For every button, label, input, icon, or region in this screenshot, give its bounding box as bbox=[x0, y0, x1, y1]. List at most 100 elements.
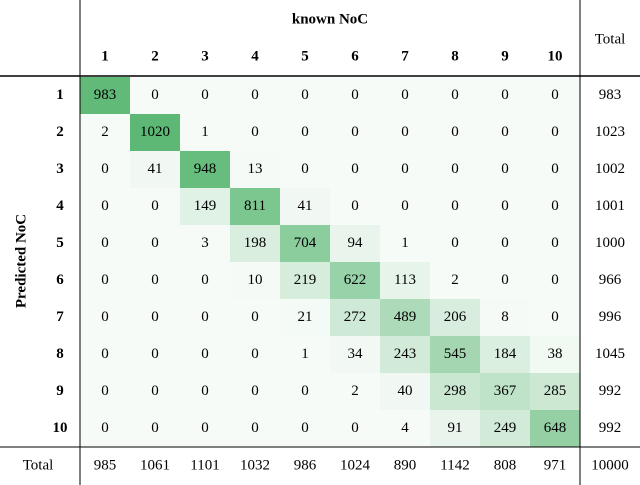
cell-value: 0 bbox=[501, 87, 509, 103]
cell-value: 0 bbox=[201, 87, 209, 103]
cell-value: 0 bbox=[551, 272, 559, 288]
cell-shade bbox=[230, 114, 280, 151]
cell-shade bbox=[330, 262, 380, 299]
cell-shade bbox=[380, 336, 430, 373]
column-axis-title: known NoC bbox=[292, 11, 368, 27]
cell-shade bbox=[80, 262, 130, 299]
cell-value: 0 bbox=[301, 161, 309, 177]
row-total: 1001 bbox=[595, 198, 625, 214]
cell-shade bbox=[380, 114, 430, 151]
row-label: 8 bbox=[56, 346, 64, 362]
cell-value: 4 bbox=[401, 420, 409, 436]
cell-shade bbox=[480, 188, 530, 225]
cell-value: 0 bbox=[551, 198, 559, 214]
cell-shade bbox=[280, 188, 330, 225]
cell-shade bbox=[330, 373, 380, 410]
cell-shade bbox=[230, 262, 280, 299]
cell-shade bbox=[80, 373, 130, 410]
cell-value: 206 bbox=[444, 309, 467, 325]
cell-shade bbox=[280, 410, 330, 447]
cell-shade bbox=[280, 225, 330, 262]
cell-value: 0 bbox=[101, 383, 109, 399]
totals-label: Total bbox=[23, 457, 54, 473]
cell-value: 0 bbox=[501, 161, 509, 177]
cell-value: 3 bbox=[201, 235, 209, 251]
cell-shade bbox=[180, 225, 230, 262]
cell-value: 0 bbox=[551, 87, 559, 103]
cell-shade bbox=[330, 336, 380, 373]
cell-shade bbox=[330, 299, 380, 336]
cell-shade bbox=[430, 225, 480, 262]
cell-value: 2 bbox=[351, 383, 359, 399]
cell-shade bbox=[230, 410, 280, 447]
cell-shade bbox=[230, 225, 280, 262]
cell-value: 0 bbox=[501, 235, 509, 251]
cell-shade bbox=[530, 188, 580, 225]
row-label: 3 bbox=[56, 161, 64, 177]
cell-value: 184 bbox=[494, 346, 517, 362]
cell-value: 648 bbox=[544, 420, 567, 436]
cell-value: 2 bbox=[101, 124, 109, 140]
cell-shade bbox=[480, 373, 530, 410]
cell-value: 0 bbox=[151, 87, 159, 103]
cell-shade bbox=[80, 410, 130, 447]
cell-value: 1020 bbox=[140, 124, 170, 140]
cell-value: 0 bbox=[151, 272, 159, 288]
cell-value: 94 bbox=[348, 235, 364, 251]
cell-shade bbox=[480, 77, 530, 114]
cell-shade bbox=[280, 373, 330, 410]
row-total: 966 bbox=[599, 272, 622, 288]
cell-shade bbox=[330, 151, 380, 188]
cell-shade bbox=[430, 262, 480, 299]
row-label: 4 bbox=[56, 198, 64, 214]
cell-value: 0 bbox=[551, 309, 559, 325]
cell-value: 13 bbox=[248, 161, 263, 177]
column-label: 3 bbox=[201, 48, 209, 64]
column-label: 2 bbox=[151, 48, 159, 64]
cell-value: 0 bbox=[101, 235, 109, 251]
cell-value: 0 bbox=[101, 420, 109, 436]
row-label: 10 bbox=[53, 420, 68, 436]
cell-shade bbox=[480, 299, 530, 336]
cell-value: 0 bbox=[151, 198, 159, 214]
column-total: 1142 bbox=[440, 457, 469, 473]
column-total: 971 bbox=[544, 457, 567, 473]
column-label: 4 bbox=[251, 48, 259, 64]
cell-value: 0 bbox=[351, 124, 359, 140]
cell-shade bbox=[80, 225, 130, 262]
cell-shade bbox=[80, 151, 130, 188]
cell-shade bbox=[80, 188, 130, 225]
cell-value: 0 bbox=[201, 420, 209, 436]
cell-value: 0 bbox=[451, 124, 459, 140]
cell-value: 0 bbox=[151, 346, 159, 362]
cell-shade bbox=[80, 336, 130, 373]
row-total: 1002 bbox=[595, 161, 625, 177]
row-total: 983 bbox=[599, 87, 622, 103]
cell-value: 0 bbox=[451, 161, 459, 177]
cell-value: 2 bbox=[451, 272, 459, 288]
cell-value: 0 bbox=[551, 124, 559, 140]
column-total: 808 bbox=[494, 457, 517, 473]
cell-value: 0 bbox=[101, 272, 109, 288]
cell-value: 0 bbox=[251, 346, 259, 362]
cell-shade bbox=[130, 151, 180, 188]
cell-shade bbox=[480, 225, 530, 262]
cell-value: 0 bbox=[351, 198, 359, 214]
cell-value: 622 bbox=[344, 272, 367, 288]
cell-shade bbox=[380, 151, 430, 188]
cell-value: 0 bbox=[251, 383, 259, 399]
cell-shade bbox=[380, 373, 430, 410]
cell-shade bbox=[380, 77, 430, 114]
cell-shade bbox=[380, 225, 430, 262]
cell-shade bbox=[130, 262, 180, 299]
cell-value: 0 bbox=[151, 309, 159, 325]
cell-shade bbox=[530, 373, 580, 410]
cell-value: 0 bbox=[151, 235, 159, 251]
cell-value: 0 bbox=[151, 383, 159, 399]
column-label: 10 bbox=[548, 48, 563, 64]
cell-shade bbox=[380, 410, 430, 447]
cell-shade bbox=[330, 188, 380, 225]
cell-shade bbox=[480, 151, 530, 188]
cell-value: 0 bbox=[501, 124, 509, 140]
